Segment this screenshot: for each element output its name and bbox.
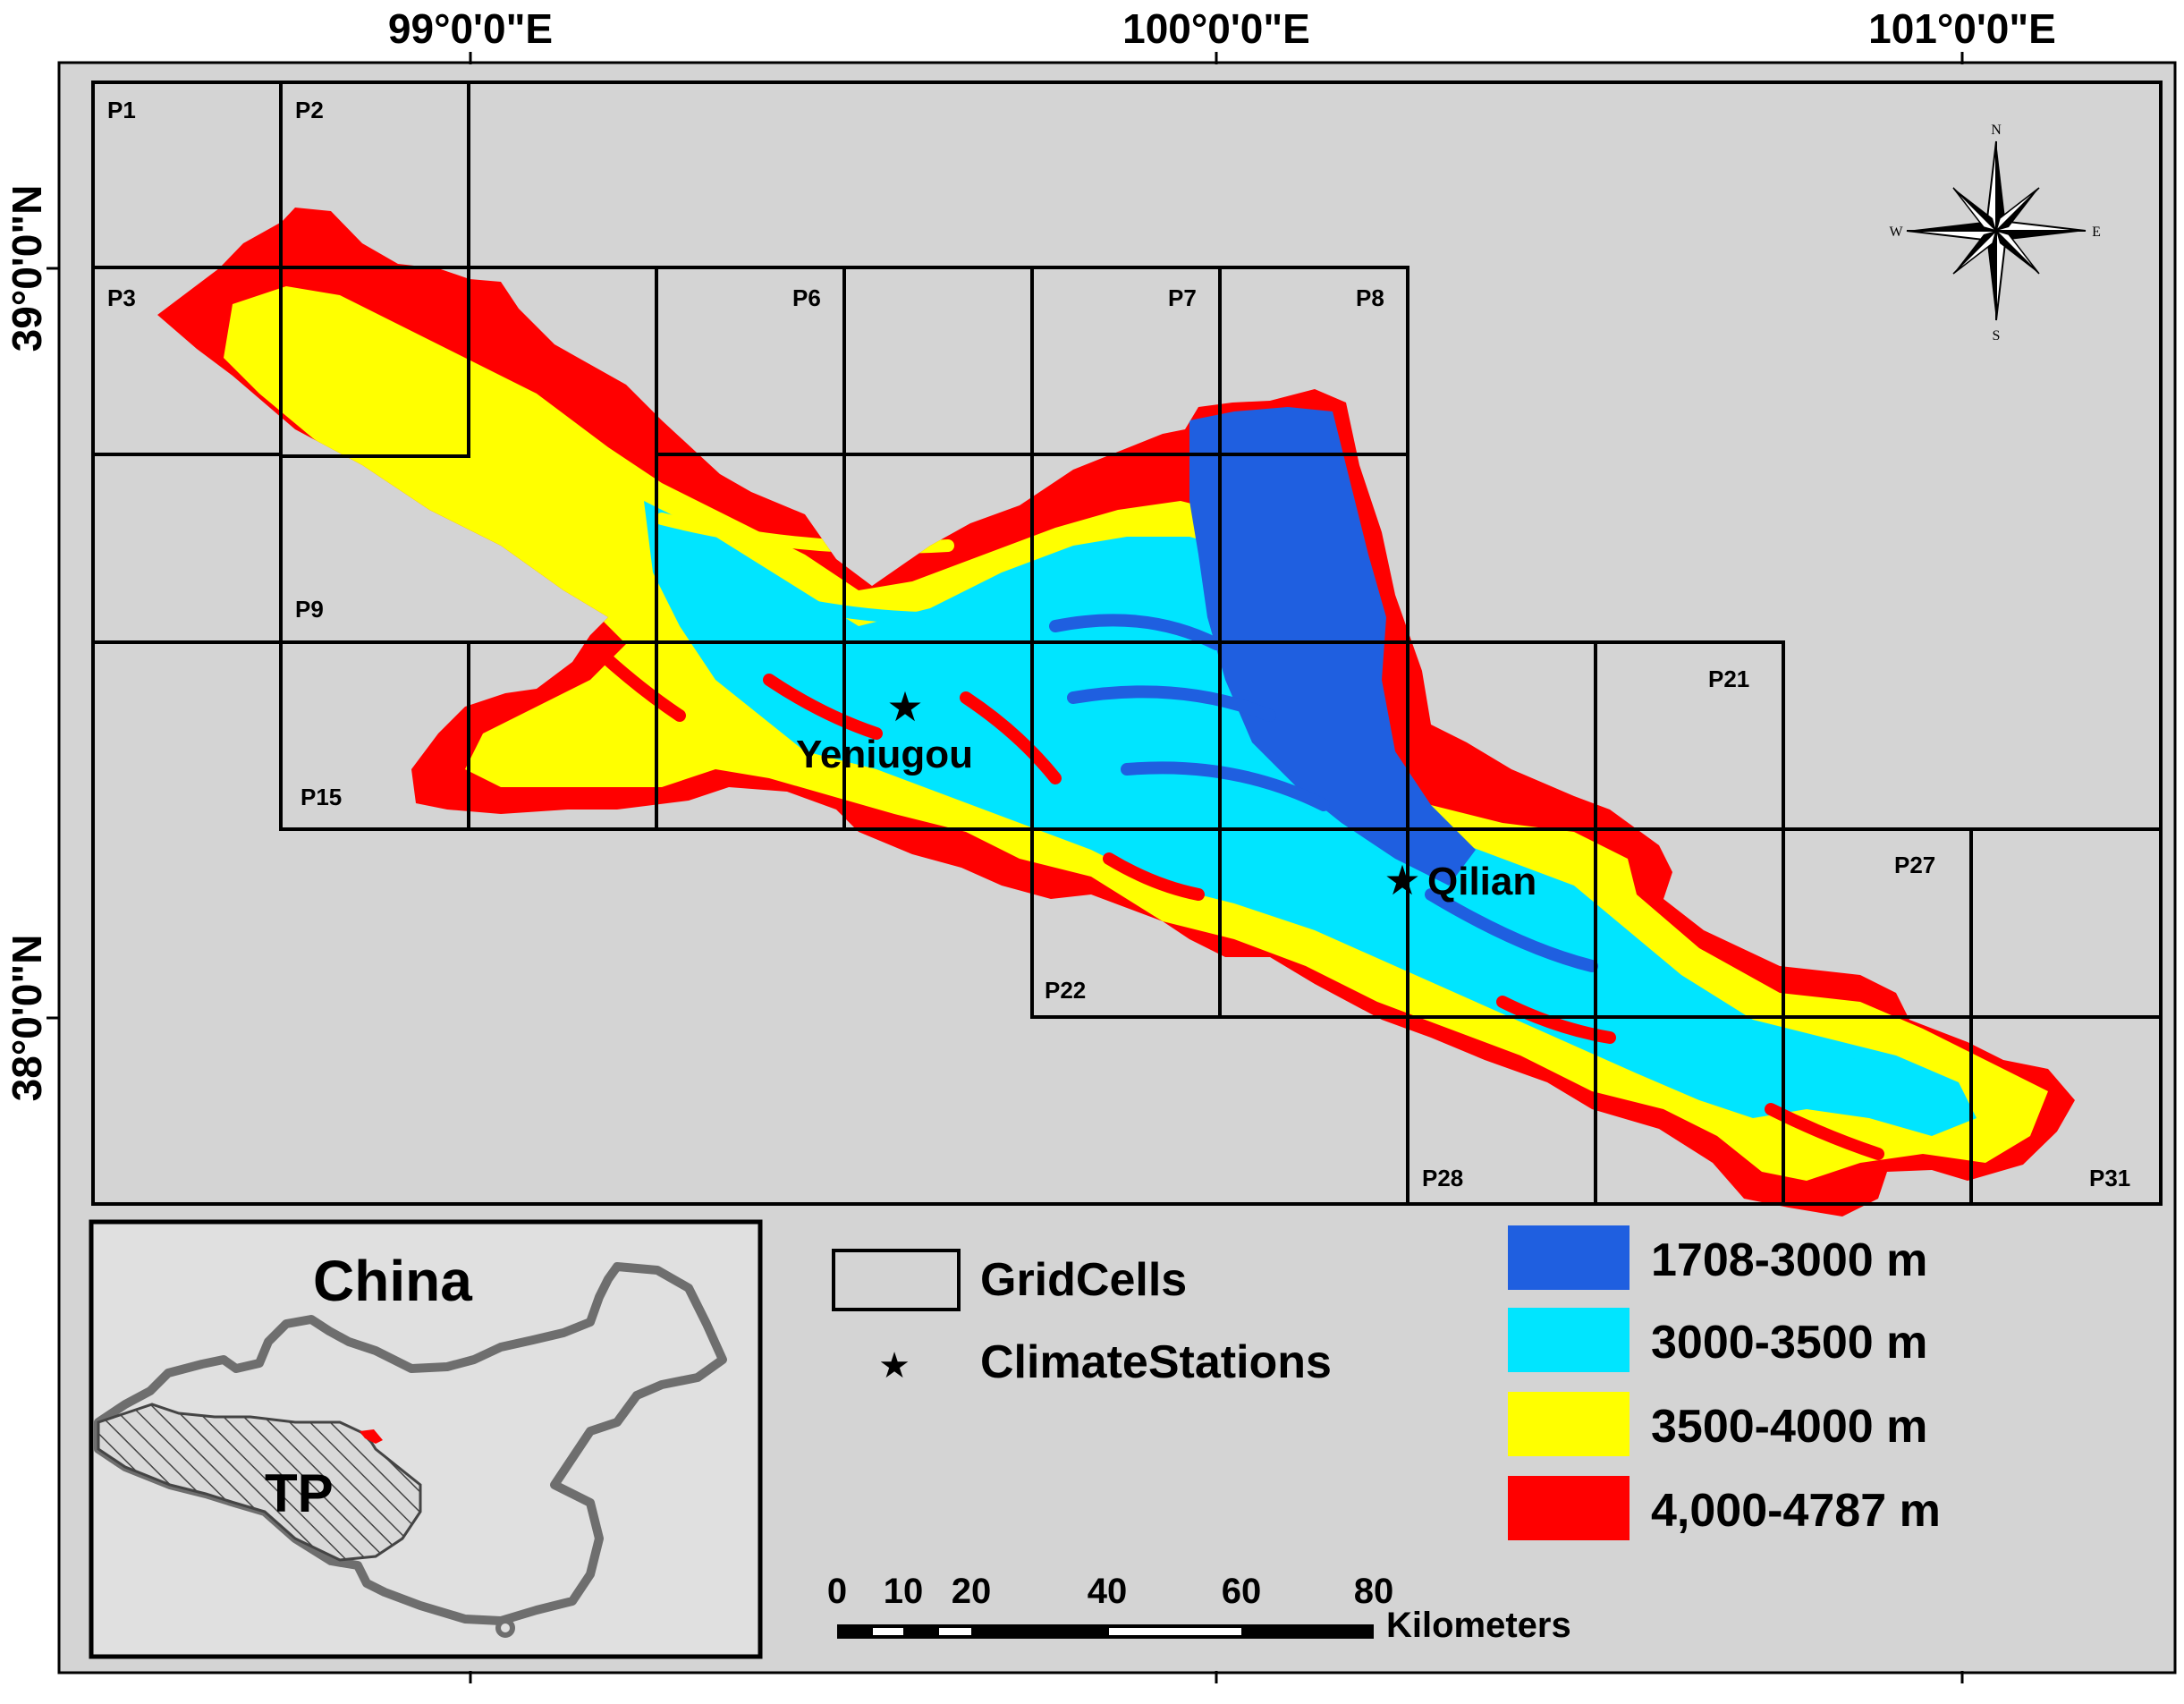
legend-elevation: 1708-3000 m 3000-3500 m 3500-4000 m 4,00… (1508, 1225, 1941, 1540)
grid-cell-label-p6: P6 (792, 284, 821, 311)
scale-bar: 0 10 20 40 60 80 Kilometers (827, 1572, 1571, 1645)
compass-north: N (1991, 123, 2002, 138)
scale-tick-20: 20 (952, 1572, 992, 1611)
longitude-label-101: 101°0'0"E (1868, 5, 2056, 52)
latitude-label-39: 39°0'0"N (4, 185, 50, 352)
elevation-zone-blue (1189, 407, 1476, 886)
station-qilian-marker: ★ (1384, 857, 1420, 903)
legend-swatch-1 (1508, 1225, 1630, 1290)
inset-title: China (313, 1249, 472, 1313)
inset-region-label: TP (265, 1463, 334, 1523)
station-yeniugou-marker: ★ (886, 683, 923, 730)
north-arrow-icon: N S E W (1889, 123, 2100, 343)
legend-symbols: GridCells ★ ClimateStations (832, 1249, 1332, 1388)
station-qilian: ★ Qilian (1384, 857, 1536, 903)
grid-cell-label-p9: P9 (295, 596, 324, 623)
compass-south: S (1993, 328, 2001, 343)
station-yeniugou-label: Yeniugou (796, 733, 973, 776)
longitude-label-99: 99°0'0"E (388, 5, 553, 52)
hainan-island (495, 1618, 515, 1638)
elevation-zone-cyan (644, 501, 1977, 1136)
scale-tick-40: 40 (1088, 1572, 1128, 1611)
legend-class-label-3: 3500-4000 m (1651, 1401, 1927, 1453)
legend-class-label-2: 3000-3500 m (1651, 1317, 1927, 1369)
grid-cell-label-p27: P27 (1894, 852, 1935, 878)
legend-class-label-1: 1708-3000 m (1651, 1234, 1927, 1286)
grid-cell-label-p1: P1 (107, 97, 136, 123)
scale-tick-60: 60 (1222, 1572, 1262, 1611)
legend-stations-label: ClimateStations (980, 1336, 1332, 1388)
graticule-ticks (47, 52, 1964, 1683)
grid-cell-label-p21: P21 (1708, 665, 1749, 692)
grid-cell-label-p3: P3 (107, 284, 136, 311)
compass-west: W (1889, 225, 1903, 240)
grid-cell-label-p31: P31 (2089, 1165, 2130, 1191)
legend-gridcells-label: GridCells (980, 1254, 1187, 1306)
legend-swatch-2 (1508, 1308, 1630, 1372)
inset-map: China TP (89, 1219, 763, 1659)
grid-cell-label-p8: P8 (1356, 284, 1384, 311)
grid-cell-labels: P1 P2 P3 P6 P7 P8 P9 P15 P21 P22 P27 P28… (107, 97, 2130, 1191)
grid-cells (91, 81, 2163, 1206)
study-area-marker (360, 1429, 383, 1444)
legend-station-symbol: ★ (878, 1346, 910, 1386)
legend-swatch-3 (1508, 1392, 1630, 1456)
station-qilian-label: Qilian (1427, 860, 1536, 903)
grid-cell-label-p2: P2 (295, 97, 324, 123)
scale-tick-80: 80 (1354, 1572, 1394, 1611)
scale-tick-10: 10 (884, 1572, 924, 1611)
scale-tick-0: 0 (827, 1572, 847, 1611)
compass-east: E (2092, 225, 2101, 240)
latitude-label-38: 38°0'0"N (4, 935, 50, 1102)
longitude-label-100: 100°0'0"E (1122, 5, 1310, 52)
legend-swatch-4 (1508, 1476, 1630, 1540)
grid-cell-label-p15: P15 (301, 784, 342, 810)
grid-cell-label-p7: P7 (1168, 284, 1197, 311)
tibetan-plateau (97, 1403, 422, 1562)
legend-gridcells-swatch (832, 1249, 961, 1311)
grid-cell-label-p22: P22 (1045, 977, 1086, 1004)
grid-cell-label-p28: P28 (1422, 1165, 1463, 1191)
scale-unit: Kilometers (1386, 1606, 1571, 1645)
station-yeniugou: ★ Yeniugou (796, 683, 973, 776)
legend-class-label-4: 4,000-4787 m (1651, 1485, 1941, 1537)
